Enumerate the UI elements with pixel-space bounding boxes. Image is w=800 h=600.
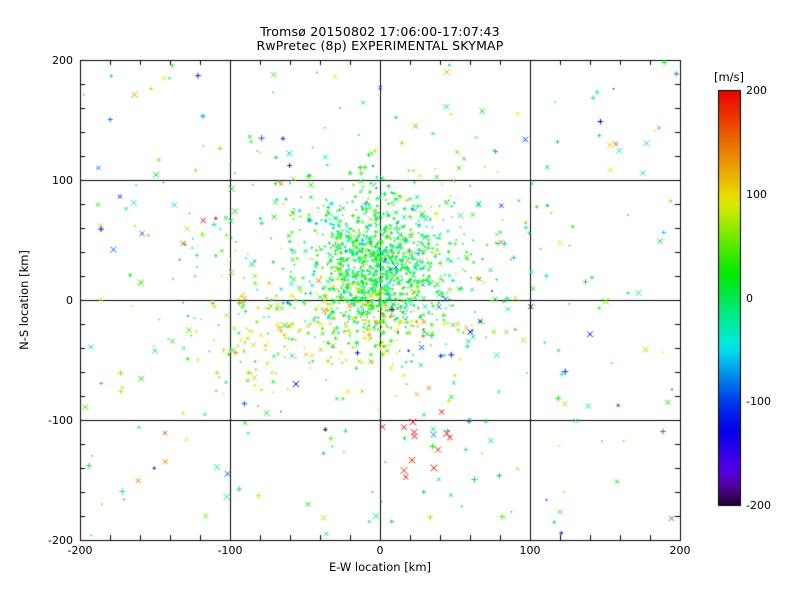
y-tick-label: 100: [52, 174, 73, 187]
x-tick-label: 100: [519, 544, 541, 557]
plot-subtitle: RwPretec (8p) EXPERIMENTAL SKYMAP: [256, 38, 504, 53]
colorbar-tick-label: 100: [746, 188, 767, 201]
colorbar-tick-label: 0: [746, 292, 753, 305]
y-tick-label: 200: [52, 54, 73, 67]
colorbar-tick-label: -100: [746, 395, 771, 408]
x-tick-label: 200: [669, 544, 691, 557]
colorbar-tick-label: -200: [746, 499, 771, 512]
colorbar-tick-label: 200: [746, 84, 767, 97]
x-tick-label: -100: [217, 544, 243, 557]
y-tick-label: -200: [48, 534, 73, 547]
y-tick-label: -100: [48, 414, 73, 427]
x-tick-label: -200: [67, 544, 93, 557]
plot-title: Tromsø 20150802 17:06:00-17:07:43: [260, 24, 500, 39]
y-tick-label: 0: [66, 294, 73, 307]
x-tick-label: 0: [376, 544, 384, 557]
colorbar-label: [m/s]: [713, 70, 745, 84]
x-axis-label: E-W location [km]: [328, 560, 432, 574]
